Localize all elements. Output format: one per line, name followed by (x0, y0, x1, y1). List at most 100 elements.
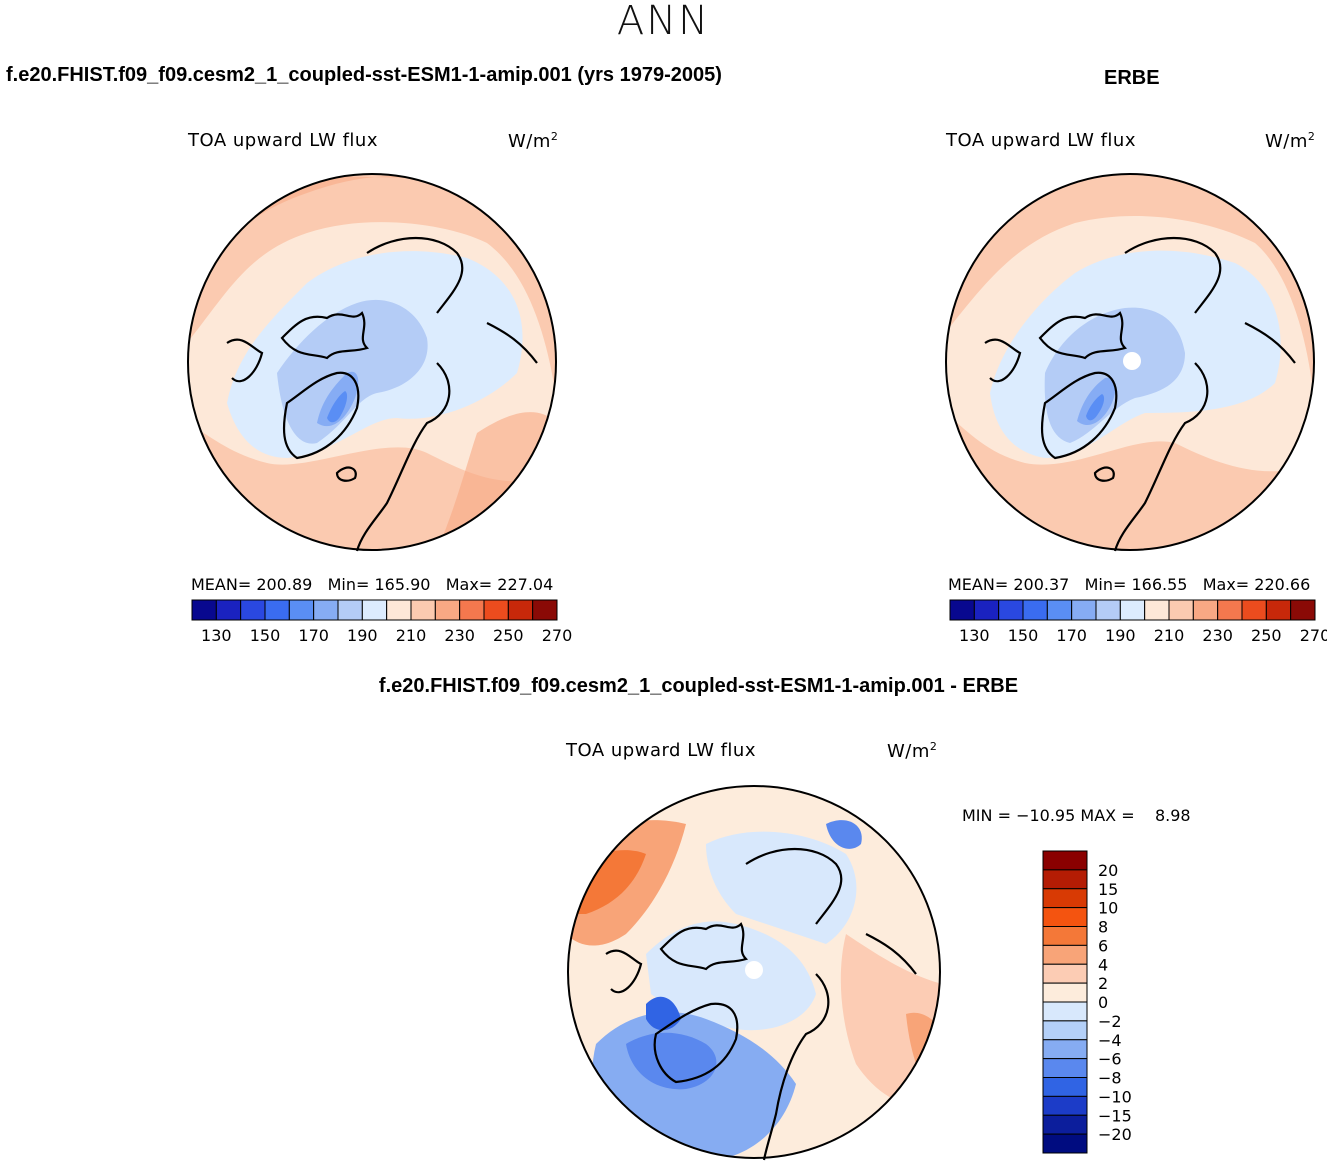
diff-variable-label: TOA upward LW flux (566, 740, 756, 761)
min-value: −10.95 (1016, 806, 1076, 825)
diff-stats: MIN = −10.95 MAX = 8.98 (962, 806, 1191, 825)
diff-polar-map (567, 785, 941, 1161)
colorbar-swatch (532, 599, 558, 621)
colorbar-tick-label: −2 (1098, 1012, 1122, 1031)
colorbar-swatch (240, 599, 266, 621)
colorbar-tick-label: −20 (1098, 1125, 1132, 1144)
max-label: MAX = (1080, 806, 1135, 825)
model-variable-label: TOA upward LW flux (188, 130, 378, 151)
colorbar-swatch (215, 599, 242, 621)
colorbar-tick-label: 6 (1098, 936, 1108, 955)
mean-label: MEAN= (948, 575, 1009, 594)
field-region-neg6b (826, 820, 862, 849)
max-value: 227.04 (497, 575, 554, 594)
map-boundary (945, 173, 1315, 551)
colorbar-tick-label: 10 (1098, 899, 1118, 918)
field-region-170 (327, 391, 348, 423)
obs-polar-map (945, 173, 1315, 552)
field-region-neg1b (706, 831, 857, 944)
max-label: Max= (445, 575, 493, 594)
max-value: 8.98 (1154, 806, 1191, 825)
colorbar-swatch (1119, 599, 1146, 621)
season-title: ANN (616, 0, 711, 44)
coastlines (605, 848, 917, 1161)
units-exponent: 2 (550, 130, 559, 143)
colorbar-swatch (483, 599, 509, 621)
colorbar-swatch (1042, 1020, 1088, 1041)
colorbar-tick-label: −6 (1098, 1050, 1122, 1069)
colorbar-tick-label: 250 (1251, 626, 1282, 645)
colorbar-tick-label: 2 (1098, 974, 1108, 993)
colorbar-swatch (1144, 599, 1170, 621)
min-label: MIN = (962, 806, 1011, 825)
colorbar-swatch (386, 599, 412, 621)
obs-variable-label: TOA upward LW flux (946, 130, 1136, 151)
coastlines (226, 237, 538, 552)
colorbar-tick-label: 190 (1105, 626, 1136, 645)
colorbar-swatch (434, 599, 461, 621)
field-region-neg6 (626, 1032, 717, 1090)
colorbar-tick-label: 210 (1154, 626, 1185, 645)
colorbar-swatch (1042, 944, 1088, 965)
colorbar-tick-label: 20 (1098, 861, 1118, 880)
diff-panel-title: f.e20.FHIST.f09_f09.cesm2_1_coupled-sst-… (378, 675, 1019, 697)
model-colorbar: 130 150 170 190 210 230 250 270 (191, 599, 572, 645)
colorbar-swatch (361, 599, 388, 621)
colorbar-swatch (1022, 599, 1048, 621)
colorbar-tick-label: 8 (1098, 918, 1108, 937)
units-exponent: 2 (929, 740, 938, 753)
colorbar-tick-label: −15 (1098, 1106, 1132, 1125)
colorbar-swatch (1042, 1039, 1088, 1060)
min-label: Min= (1084, 575, 1127, 594)
map-boundary (567, 785, 941, 1159)
colorbar-swatch (337, 599, 363, 621)
model-panel-title: f.e20.FHIST.f09_f09.cesm2_1_coupled-sst-… (6, 64, 722, 86)
colorbar-swatch (1042, 850, 1088, 871)
units-base: W/m (887, 741, 930, 762)
colorbar-tick-label: 190 (347, 626, 378, 645)
colorbar-tick-label: 0 (1098, 993, 1108, 1012)
colorbar-swatch (313, 599, 339, 621)
colorbar-tick-label: 230 (444, 626, 475, 645)
obs-contour-fill (946, 174, 1314, 550)
colorbar-swatch (1042, 1077, 1088, 1097)
colorbar-swatch (410, 599, 436, 621)
colorbar-tick-label: 130 (201, 626, 232, 645)
colorbar-swatch (1192, 599, 1219, 621)
max-label: Max= (1202, 575, 1250, 594)
colorbar-swatch (1042, 1133, 1088, 1154)
colorbar-swatch (1042, 963, 1088, 984)
colorbar-swatch (507, 599, 534, 621)
colorbar-swatch (973, 599, 1000, 621)
field-region-170 (1086, 394, 1105, 421)
coastlines (984, 237, 1296, 552)
colorbar-swatch (1046, 599, 1073, 621)
colorbar-tick-label: 15 (1098, 880, 1118, 899)
colorbar-tick-label: 170 (1056, 626, 1087, 645)
missing-data-pole (745, 961, 763, 979)
colorbar-swatch (949, 599, 975, 621)
colorbar-tick-label: 4 (1098, 955, 1108, 974)
model-stats: MEAN= 200.89 Min= 165.90 Max= 227.04 (191, 575, 553, 594)
colorbar-swatch (1095, 599, 1121, 621)
missing-data-pole (1123, 352, 1141, 370)
colorbar-swatch (1042, 907, 1088, 927)
diff-contour-fill (568, 786, 940, 1158)
max-value: 220.66 (1254, 575, 1311, 594)
colorbar-swatch (1042, 1114, 1088, 1135)
colorbar-tick-label: 130 (959, 626, 990, 645)
colorbar-swatch (1217, 599, 1243, 621)
obs-stats: MEAN= 200.37 Min= 166.55 Max= 220.66 (948, 575, 1310, 594)
colorbar-swatch (1042, 926, 1088, 946)
colorbar-tick-label: 170 (298, 626, 329, 645)
colorbar-tick-label: 150 (1008, 626, 1039, 645)
colorbar-swatch (1042, 1001, 1088, 1022)
min-value: 166.55 (1131, 575, 1188, 594)
colorbar-tick-label: 270 (542, 626, 573, 645)
mean-label: MEAN= (191, 575, 252, 594)
colorbar-swatch (998, 599, 1024, 621)
obs-colorbar: 130 150 170 190 210 230 250 270 (949, 599, 1327, 645)
field-region-neg1 (646, 921, 816, 1031)
colorbar-swatch (459, 599, 485, 621)
